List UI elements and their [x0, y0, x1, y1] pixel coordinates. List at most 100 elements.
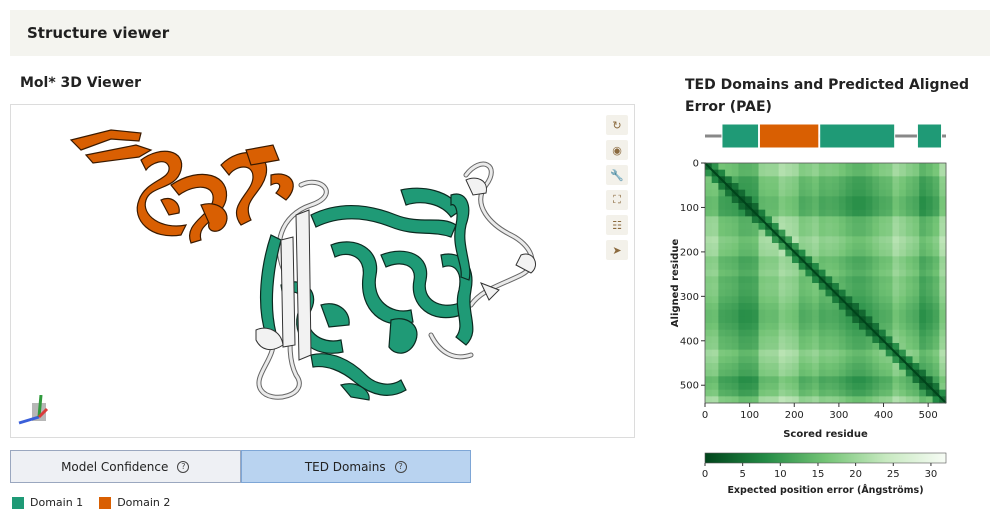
- heatmap-cell: [751, 169, 759, 177]
- heatmap-cell: [765, 269, 773, 277]
- heatmap-cell: [885, 269, 893, 277]
- heatmap-cell: [771, 316, 780, 324]
- heatmap-cell: [912, 276, 920, 284]
- mol-3d-viewer[interactable]: ↻ ◉ 🔧 ⛶ ☷ ➤: [10, 104, 635, 438]
- heatmap-cell: [858, 169, 867, 177]
- domain-2-segment[interactable]: [758, 123, 820, 149]
- heatmap-cell: [919, 249, 927, 257]
- heatmap-cell: [845, 356, 853, 364]
- heatmap-cell: [792, 389, 800, 397]
- heatmap-cell: [705, 256, 713, 264]
- heatmap-cell: [852, 389, 860, 397]
- heatmap-cell: [912, 376, 920, 384]
- heatmap-cell: [865, 216, 873, 224]
- ted-domains-button[interactable]: TED Domains ?: [240, 450, 471, 483]
- heatmap-cell: [838, 243, 846, 251]
- heatmap-cell: [939, 343, 947, 351]
- heatmap-cell: [879, 389, 887, 397]
- select-pointer-icon[interactable]: ➤: [606, 240, 628, 260]
- heatmap-cell: [912, 269, 920, 277]
- heatmap-cell: [718, 189, 726, 197]
- heatmap-cell: [751, 203, 759, 211]
- heatmap-cell: [758, 323, 766, 331]
- heatmap-cell: [919, 289, 927, 297]
- heatmap-cell: [731, 203, 739, 211]
- screenshot-icon[interactable]: ◉: [606, 140, 628, 160]
- help-circle-icon[interactable]: ?: [394, 460, 407, 473]
- heatmap-cell: [718, 323, 726, 331]
- pae-heatmap[interactable]: [704, 162, 947, 404]
- heatmap-cell: [751, 289, 759, 297]
- heatmap-cell: [939, 376, 947, 384]
- heatmap-cell: [832, 323, 840, 331]
- heatmap-cell: [731, 349, 739, 357]
- heatmap-cell: [892, 276, 900, 284]
- heatmap-cell: [865, 369, 873, 377]
- adjust-sliders-icon[interactable]: ☷: [606, 215, 628, 235]
- domain-1-segment[interactable]: [721, 123, 760, 149]
- heatmap-cell: [718, 269, 726, 277]
- model-confidence-button[interactable]: Model Confidence ?: [10, 450, 241, 483]
- heatmap-cell: [872, 196, 880, 204]
- heatmap-cell: [705, 356, 713, 364]
- domain-1-swatch: [12, 496, 24, 509]
- heatmap-cell: [838, 363, 846, 371]
- settings-wrench-icon[interactable]: 🔧: [606, 165, 628, 185]
- x-tick-label: 300: [829, 410, 848, 421]
- fullscreen-icon[interactable]: ⛶: [606, 190, 628, 210]
- heatmap-cell: [745, 336, 753, 344]
- heatmap-cell: [745, 196, 753, 204]
- heatmap-cell: [818, 263, 826, 271]
- reset-view-icon[interactable]: ↻: [606, 115, 628, 135]
- heatmap-cell: [785, 356, 793, 364]
- heatmap-cell: [925, 309, 934, 317]
- heatmap-cell: [852, 243, 860, 251]
- heatmap-cell: [812, 256, 820, 264]
- heatmap-cell: [845, 363, 853, 371]
- heatmap-cell: [939, 163, 947, 171]
- domain-1-segment[interactable]: [916, 123, 943, 149]
- heatmap-cell: [745, 243, 753, 251]
- heatmap-cell: [905, 276, 913, 284]
- heatmap-cell: [778, 296, 786, 304]
- heatmap-cell: [932, 303, 940, 311]
- heatmap-cell: [925, 263, 934, 271]
- heatmap-cell: [771, 329, 780, 337]
- heatmap-cell: [785, 329, 793, 337]
- heatmap-cell: [731, 276, 739, 284]
- domain-1-segment[interactable]: [819, 123, 896, 149]
- heatmap-cell: [725, 243, 733, 251]
- heatmap-cell: [919, 169, 927, 177]
- heatmap-cell: [852, 323, 860, 331]
- heatmap-cell: [885, 196, 893, 204]
- heatmap-cell: [812, 289, 820, 297]
- heatmap-cell: [905, 196, 913, 204]
- heatmap-cell: [905, 309, 913, 317]
- protein-structure-render[interactable]: [11, 105, 635, 438]
- heatmap-cell: [832, 276, 840, 284]
- heatmap-cell: [725, 343, 733, 351]
- heatmap-cell: [825, 216, 833, 224]
- help-circle-icon[interactable]: ?: [177, 460, 190, 473]
- heatmap-cell: [912, 396, 920, 404]
- heatmap-cell: [725, 209, 733, 217]
- heatmap-cell: [765, 189, 773, 197]
- heatmap-cell: [932, 203, 940, 211]
- heatmap-cell: [825, 263, 833, 271]
- heatmap-cell: [805, 209, 813, 217]
- heatmap-cell: [912, 236, 920, 244]
- heatmap-cell: [738, 349, 746, 357]
- orientation-axes-icon: [18, 395, 49, 425]
- heatmap-cell: [852, 276, 860, 284]
- heatmap-cell: [845, 343, 853, 351]
- heatmap-cell: [872, 289, 880, 297]
- heatmap-cell: [925, 363, 934, 371]
- y-tick-label: 300: [680, 292, 699, 303]
- heatmap-cell: [812, 383, 820, 391]
- heatmap-cell: [758, 196, 766, 204]
- heatmap-cell: [818, 223, 826, 231]
- heatmap-cell: [899, 343, 907, 351]
- heatmap-cell: [858, 369, 867, 377]
- heatmap-cell: [939, 169, 947, 177]
